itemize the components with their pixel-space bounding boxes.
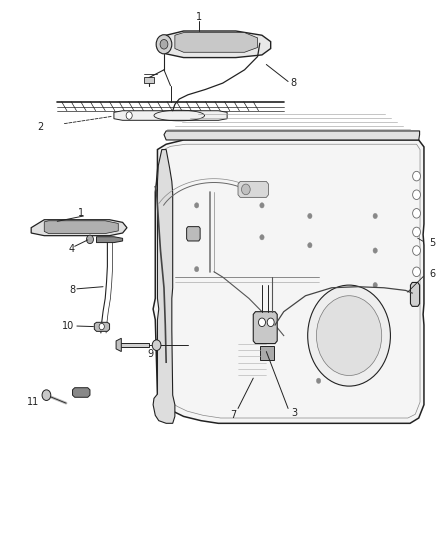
Polygon shape [44, 221, 118, 233]
Bar [306, 256, 318, 272]
Polygon shape [153, 140, 424, 423]
Polygon shape [410, 282, 420, 306]
Circle shape [260, 203, 264, 208]
Polygon shape [157, 31, 271, 58]
Bar [181, 217, 195, 235]
Circle shape [307, 243, 312, 248]
Polygon shape [144, 77, 154, 83]
Circle shape [241, 184, 250, 195]
Text: 3: 3 [292, 408, 298, 418]
Bar [279, 208, 290, 221]
Polygon shape [31, 220, 127, 236]
Bar [195, 230, 197, 238]
Polygon shape [94, 322, 110, 332]
Circle shape [316, 378, 321, 383]
Circle shape [86, 235, 93, 244]
Circle shape [99, 324, 104, 330]
Circle shape [194, 235, 199, 240]
Circle shape [373, 213, 378, 219]
Polygon shape [116, 338, 121, 352]
Polygon shape [114, 111, 227, 120]
Circle shape [373, 248, 378, 253]
Circle shape [194, 266, 199, 272]
Circle shape [413, 267, 420, 277]
Bar [192, 230, 194, 238]
Bar [232, 168, 284, 203]
Bar [235, 237, 246, 251]
Bar [297, 163, 358, 200]
Circle shape [260, 235, 264, 240]
Text: 6: 6 [430, 270, 436, 279]
Text: 9: 9 [148, 349, 154, 359]
Circle shape [152, 340, 161, 351]
Circle shape [356, 368, 360, 373]
Text: 1: 1 [196, 12, 202, 22]
Text: 11: 11 [27, 397, 39, 407]
Circle shape [316, 296, 381, 375]
Polygon shape [120, 343, 149, 348]
Bar [189, 230, 191, 238]
Polygon shape [155, 340, 157, 351]
Bar [235, 211, 246, 224]
Text: 4: 4 [68, 244, 74, 254]
Polygon shape [73, 387, 90, 397]
Polygon shape [96, 237, 123, 243]
Circle shape [156, 35, 172, 54]
Circle shape [356, 309, 360, 314]
Circle shape [373, 282, 378, 288]
Circle shape [42, 390, 51, 400]
Circle shape [126, 112, 132, 119]
Circle shape [413, 227, 420, 237]
Circle shape [413, 171, 420, 181]
Circle shape [413, 246, 420, 255]
Polygon shape [164, 131, 420, 140]
Text: 5: 5 [430, 238, 436, 247]
Polygon shape [187, 227, 200, 241]
Polygon shape [253, 312, 277, 344]
Polygon shape [175, 33, 258, 52]
Circle shape [356, 338, 360, 344]
Bar [279, 235, 290, 248]
Text: 8: 8 [70, 286, 76, 295]
Circle shape [307, 213, 312, 219]
Circle shape [267, 318, 274, 327]
Text: 7: 7 [230, 410, 237, 421]
Circle shape [194, 203, 199, 208]
Circle shape [258, 318, 265, 327]
Text: 10: 10 [62, 321, 74, 331]
Circle shape [307, 285, 390, 386]
Polygon shape [238, 181, 268, 197]
Circle shape [316, 349, 321, 354]
Polygon shape [153, 150, 175, 423]
Polygon shape [260, 346, 274, 360]
Bar [181, 249, 195, 266]
Circle shape [160, 39, 168, 49]
Text: 8: 8 [291, 78, 297, 88]
Text: 1: 1 [78, 208, 85, 219]
Circle shape [413, 190, 420, 199]
Text: 2: 2 [37, 122, 43, 132]
Circle shape [413, 208, 420, 218]
Bar [181, 180, 195, 197]
